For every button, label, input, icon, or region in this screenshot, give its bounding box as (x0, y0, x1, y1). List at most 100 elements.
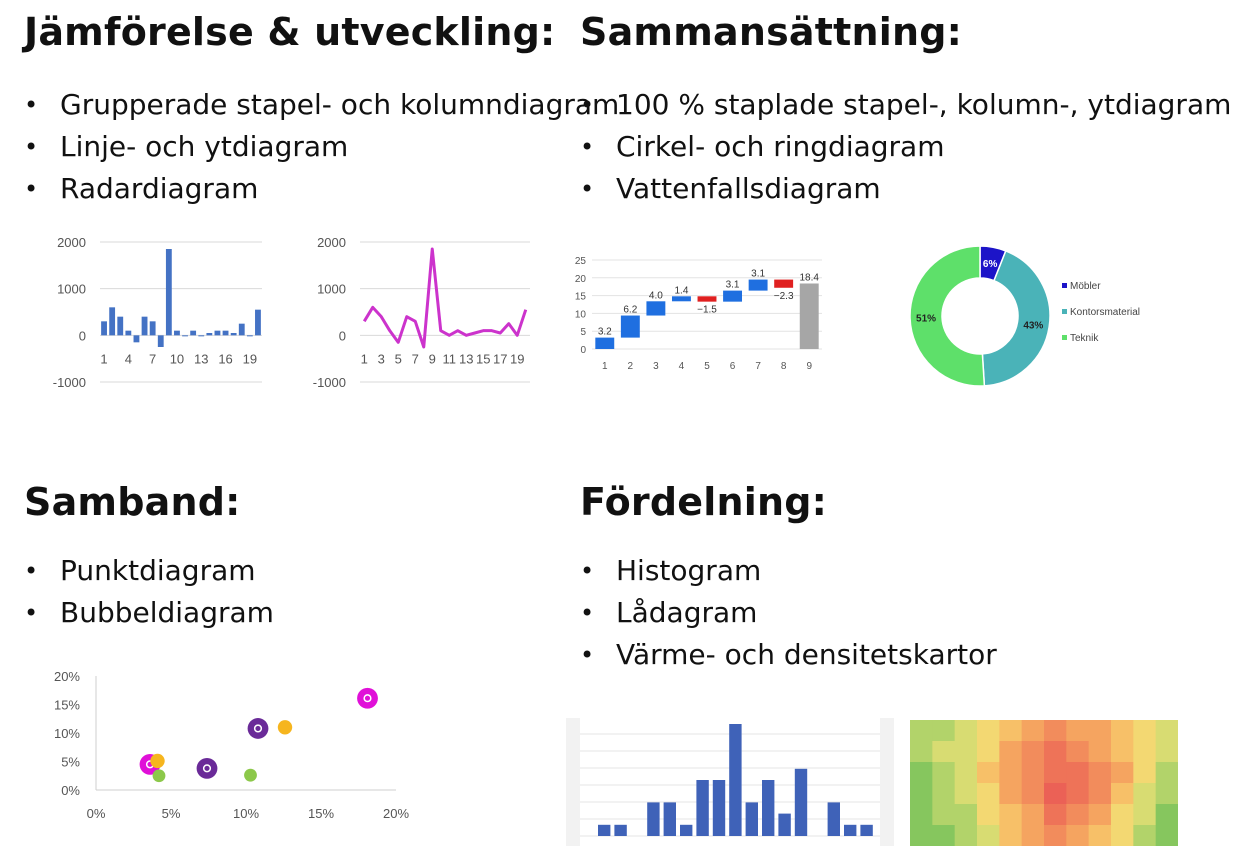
waterfall-chart: 25 20 15 10 5 0 3.2 1 6.2 2 4.0 3 1.4 4 −1.5 5 3.1 6 3.1 7 −… (575, 256, 822, 372)
heatmap-cell (932, 720, 956, 742)
heatmap-cell (1111, 741, 1134, 763)
list-item: Radardiagram (24, 168, 619, 210)
histogram-chart (566, 718, 894, 846)
x-tick-label: 15 (476, 351, 490, 366)
x-tick-label: 0% (87, 806, 106, 821)
heatmap-cell (910, 720, 933, 742)
heatmap-cell (999, 783, 1023, 805)
heatmap-cell (954, 783, 978, 805)
list-item: Värme- och densitetskartor (580, 634, 997, 676)
slice-label: 6% (983, 259, 998, 270)
heatmap-cell (1133, 762, 1157, 784)
heatmap-cell (1088, 741, 1112, 763)
heatmap-cell (954, 720, 978, 742)
heatmap-cell (1088, 762, 1112, 784)
data-label: 4.0 (649, 290, 663, 301)
x-tick-label: 1 (361, 351, 368, 366)
bar (165, 249, 172, 336)
bar (101, 321, 107, 336)
heatmap-cell (1111, 825, 1134, 846)
y-tick-label: 10% (54, 726, 80, 741)
waterfall-bar (646, 301, 666, 316)
y-tick-label: 25 (575, 256, 587, 267)
x-tick-label: 20% (383, 806, 409, 821)
x-tick-label: 5 (704, 361, 710, 372)
bar (255, 309, 261, 336)
bar (117, 316, 124, 336)
bar (190, 330, 197, 336)
x-tick-label: 7 (149, 351, 156, 366)
legend-swatch (1062, 283, 1067, 288)
heading-composition: Sammansättning: (580, 10, 963, 54)
heatmap-cell (977, 741, 1000, 763)
y-tick-label: 0% (61, 783, 80, 798)
heading-relationship: Samband: (24, 480, 241, 524)
x-tick-label: 3 (378, 351, 385, 366)
column-chart: 2000 1000 0 -1000 1 4 7 10 13 16 19 (53, 235, 262, 390)
heatmap-cell (954, 825, 978, 846)
heatmap-cell (910, 825, 933, 846)
heatmap-cell (1021, 741, 1045, 763)
y-tick-label: 5% (61, 755, 80, 770)
histogram-bar (680, 824, 693, 836)
heatmap-cell (932, 741, 956, 763)
y-tick-label: 2000 (317, 235, 346, 250)
legend-label: Möbler (1070, 281, 1101, 292)
data-label: 18.4 (799, 272, 819, 283)
heatmap-cell (1044, 804, 1067, 826)
heatmap-cell (1111, 720, 1134, 742)
data-label: −1.5 (697, 305, 717, 316)
histogram-bar (860, 824, 873, 836)
y-tick-label: 5 (580, 327, 586, 338)
data-label: 6.2 (623, 305, 637, 316)
heatmap-cell (1066, 720, 1090, 742)
legend-label: Kontorsmaterial (1070, 307, 1140, 318)
heatmap-cell (1155, 804, 1178, 826)
x-tick-label: 3 (653, 361, 659, 372)
legend-label: Teknik (1070, 333, 1099, 344)
y-tick-label: -1000 (53, 375, 86, 390)
histogram-bar (647, 802, 660, 836)
heatmap-cell (954, 762, 978, 784)
heatmap-cell (1044, 825, 1067, 846)
bubble (152, 769, 166, 783)
bar (198, 335, 205, 337)
bubble-center (253, 724, 263, 733)
list-item: Bubbeldiagram (24, 592, 274, 634)
donut-slice (981, 249, 1051, 387)
x-tick-label: 1 (100, 351, 107, 366)
x-tick-label: 5% (162, 806, 181, 821)
heatmap-cell (910, 783, 933, 805)
bar (214, 330, 221, 336)
heatmap-cell (977, 783, 1000, 805)
heatmap-cell (977, 762, 1000, 784)
bubble (196, 757, 218, 779)
heatmap-cell (932, 783, 956, 805)
x-tick-label: 2 (628, 361, 634, 372)
heatmap-cell (1088, 804, 1112, 826)
list-item: Histogram (580, 550, 997, 592)
legend-swatch (1062, 335, 1067, 340)
bar (157, 335, 164, 347)
histogram-bar (745, 802, 758, 836)
x-tick-label: 6 (730, 361, 736, 372)
bubble-center (202, 764, 212, 773)
heatmap-cell (1044, 741, 1067, 763)
data-label: −2.3 (774, 291, 794, 302)
heatmap-cell (1066, 741, 1090, 763)
y-tick-label: 1000 (57, 282, 86, 297)
list-item: Punktdiagram (24, 550, 274, 592)
heatmap-cell (1133, 783, 1157, 805)
heatmap-cell (999, 804, 1023, 826)
heatmap-cell (1021, 762, 1045, 784)
histogram-bar (794, 768, 808, 836)
heatmap-cell (999, 762, 1023, 784)
data-label: 3.1 (751, 269, 765, 280)
heatmap-cell (1044, 783, 1067, 805)
x-tick-label: 9 (429, 351, 436, 366)
waterfall-bar (748, 279, 768, 291)
heatmap-cell (1111, 804, 1134, 826)
heatmap-cell (977, 720, 1000, 742)
y-tick-label: 20 (575, 274, 587, 285)
